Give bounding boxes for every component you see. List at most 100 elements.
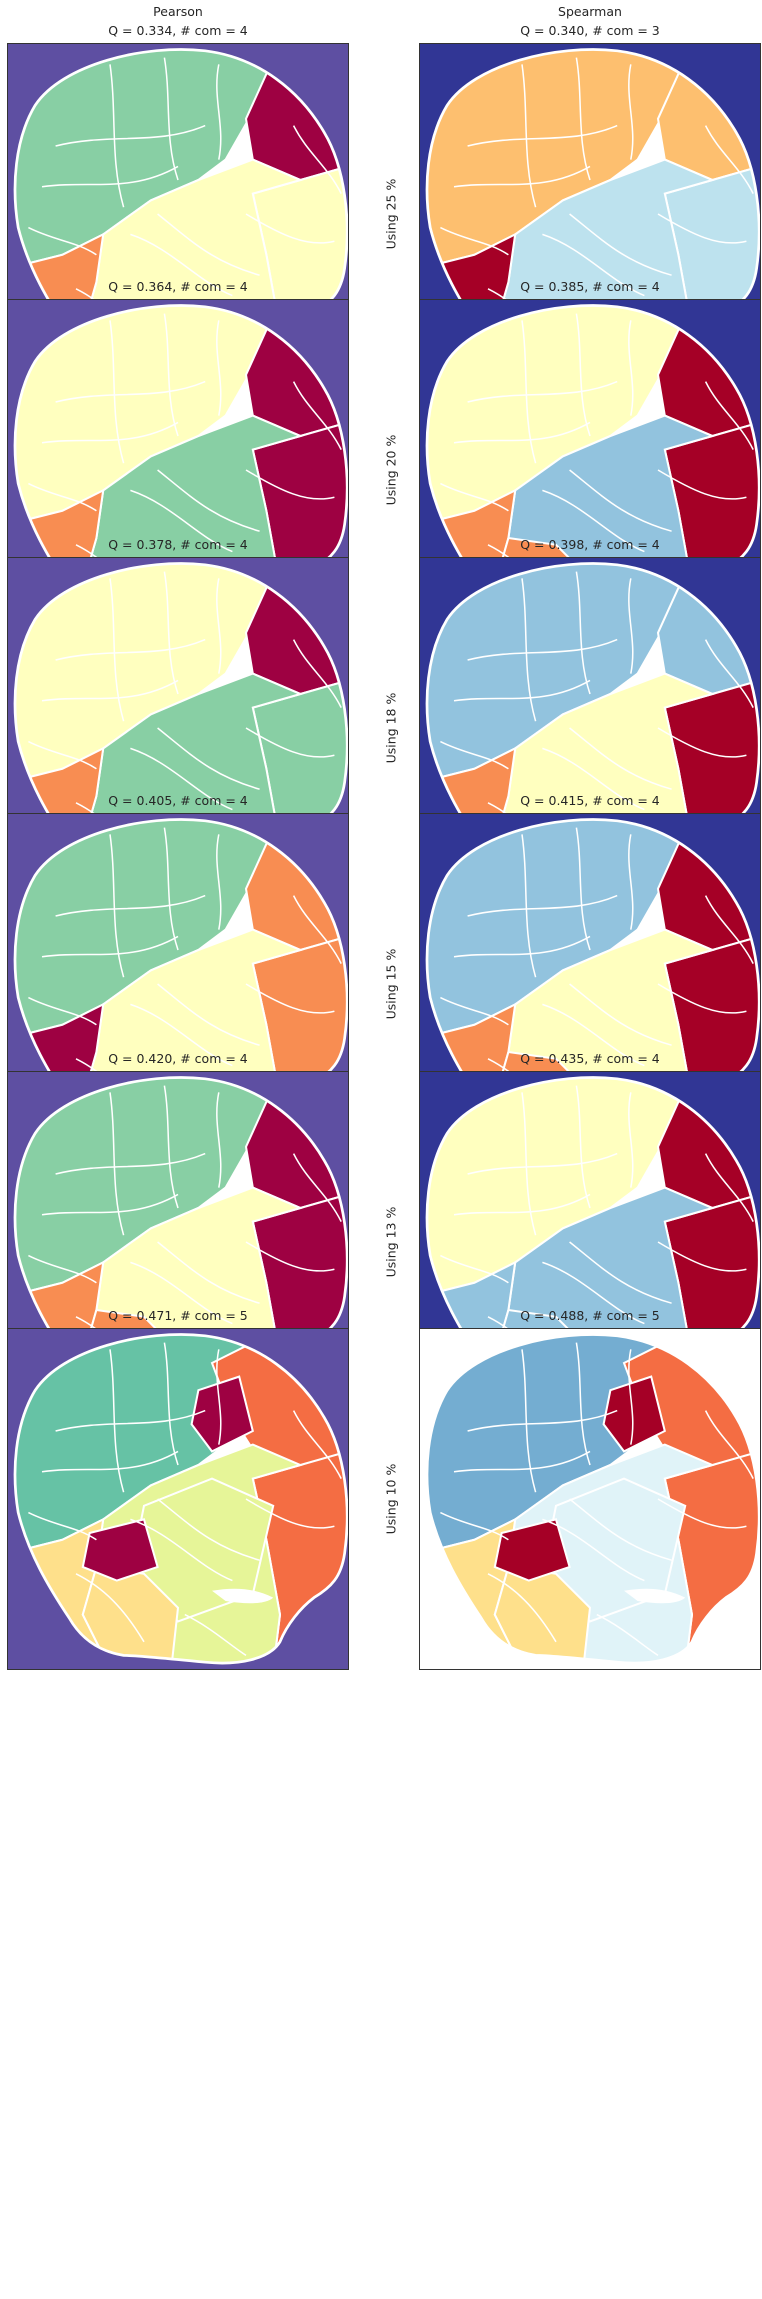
parcel-boundary	[55, 124, 206, 147]
threshold-text: Using 18 %	[383, 692, 399, 764]
parcel-boundary	[292, 639, 342, 708]
parcel-boundary	[521, 578, 537, 722]
parcel-boundary	[542, 1518, 645, 1582]
parcel-boundary	[245, 1241, 335, 1272]
parcel-boundary	[130, 1003, 233, 1067]
parcel-boundary	[216, 64, 222, 160]
parcel-boundary	[28, 226, 97, 256]
parcel-boundary	[245, 469, 335, 500]
community-map-pearson-6	[7, 1328, 349, 1670]
brain-notch	[212, 1588, 274, 1604]
parcel-boundary	[109, 64, 125, 208]
parcel-boundary	[109, 834, 125, 978]
spearman-score-label: Q = 0.415, # com = 4	[520, 793, 660, 808]
parcel-boundary	[130, 1518, 233, 1582]
parcel-boundary	[157, 469, 260, 532]
parcel-boundary	[521, 1092, 537, 1236]
pearson-score-label: Q = 0.405, # com = 4	[108, 793, 248, 808]
threshold-text: Using 15 %	[383, 948, 399, 1020]
parcel-boundary	[216, 578, 222, 674]
parcel-boundary	[28, 1254, 97, 1284]
parcel-boundary	[521, 1349, 537, 1493]
community-map-spearman-6	[419, 1328, 761, 1670]
parcel-boundary	[628, 578, 634, 674]
parcel-boundary	[28, 1511, 97, 1541]
parcel-boundary	[163, 827, 179, 951]
parcel-boundary	[109, 1092, 125, 1236]
community-region	[81, 1565, 180, 1664]
parcel-boundary	[292, 895, 342, 964]
parcel-boundary	[75, 1573, 145, 1643]
parcel-boundary	[704, 1410, 754, 1479]
parcel-boundary	[657, 1498, 747, 1529]
parcel-boundary	[55, 894, 206, 917]
parcel-boundary	[628, 1349, 634, 1445]
parcel-boundary	[521, 834, 537, 978]
parcel-boundary	[157, 727, 260, 790]
parcel-boundary	[440, 226, 509, 256]
threshold-text: Using 20 %	[383, 434, 399, 506]
parcel-boundary	[467, 638, 618, 661]
threshold-text: Using 10 %	[383, 1463, 399, 1535]
parcel-boundary	[628, 1092, 634, 1188]
parcel-boundary	[157, 983, 260, 1046]
parcel-boundary	[130, 747, 233, 811]
parcel-boundary	[157, 1498, 260, 1561]
parcel-boundary	[41, 165, 179, 188]
parcel-boundary	[467, 380, 618, 403]
parcel-boundary	[130, 1261, 233, 1325]
parcel-boundary	[569, 469, 672, 532]
parcel-boundary	[163, 313, 179, 437]
parcel-boundary	[41, 935, 179, 958]
spearman-score-label: Q = 0.488, # com = 5	[520, 1308, 660, 1323]
parcel-boundary	[440, 1254, 509, 1284]
parcel-boundary	[575, 827, 591, 951]
brain-edge	[425, 1333, 760, 1665]
parcel-boundary	[216, 1092, 222, 1188]
parcel-boundary	[453, 421, 591, 444]
parcel-boundary	[467, 894, 618, 917]
parcel-boundary	[28, 740, 97, 770]
parcel-boundary	[704, 125, 754, 194]
community-region	[493, 1565, 592, 1664]
parcel-boundary	[575, 313, 591, 437]
parcel-boundary	[569, 213, 672, 276]
brain-edge	[13, 1333, 348, 1665]
spearman-score-label: Q = 0.398, # com = 4	[520, 537, 660, 552]
parcel-boundary	[575, 1085, 591, 1209]
parcel-boundary	[542, 1003, 645, 1067]
parcel-boundary	[453, 1193, 591, 1216]
parcel-boundary	[216, 320, 222, 416]
parcel-boundary	[216, 1349, 222, 1445]
parcel-boundary	[440, 996, 509, 1026]
column-title-pearson: Pearson	[153, 4, 203, 19]
parcel-boundary	[657, 727, 747, 758]
parcel-boundary	[628, 64, 634, 160]
parcel-boundary	[55, 380, 206, 403]
parcel-boundary	[453, 1450, 591, 1473]
parcel-boundary	[163, 57, 179, 181]
parcel-boundary	[542, 1261, 645, 1325]
parcel-boundary	[440, 740, 509, 770]
parcel-boundary	[157, 1241, 260, 1304]
parcel-boundary	[467, 1152, 618, 1175]
pearson-score-label: Q = 0.364, # com = 4	[108, 279, 248, 294]
parcel-boundary	[245, 213, 335, 244]
parcel-boundary	[569, 1241, 672, 1304]
parcel-boundary	[245, 1498, 335, 1529]
parcel-boundary	[28, 482, 97, 512]
parcel-boundary	[109, 320, 125, 464]
threshold-text: Using 13 %	[383, 1206, 399, 1278]
parcel-boundary	[245, 983, 335, 1014]
parcel-boundary	[184, 1613, 247, 1657]
parcel-boundary	[440, 1511, 509, 1541]
spearman-score-label: Q = 0.340, # com = 3	[520, 23, 660, 38]
parcel-boundary	[292, 125, 342, 194]
parcel-boundary	[467, 124, 618, 147]
community-map-pearson-4	[7, 813, 349, 1155]
parcel-boundary	[41, 679, 179, 702]
parcel-boundary	[453, 935, 591, 958]
parcel-boundary	[596, 1613, 659, 1657]
parcel-boundary	[569, 1498, 672, 1561]
parcel-boundary	[467, 1409, 618, 1432]
